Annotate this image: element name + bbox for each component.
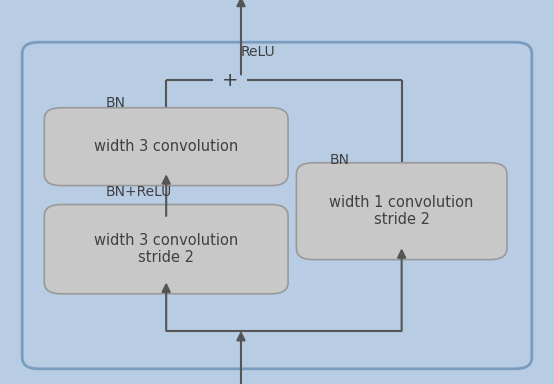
- Text: width 3 convolution: width 3 convolution: [94, 139, 238, 154]
- Text: BN: BN: [330, 153, 350, 167]
- Text: BN: BN: [105, 96, 125, 110]
- FancyBboxPatch shape: [22, 42, 532, 369]
- Text: +: +: [222, 71, 238, 90]
- Text: width 3 convolution
stride 2: width 3 convolution stride 2: [94, 233, 238, 265]
- Text: ReLU: ReLU: [241, 45, 276, 59]
- Text: width 1 convolution
stride 2: width 1 convolution stride 2: [330, 195, 474, 227]
- FancyBboxPatch shape: [44, 108, 288, 185]
- FancyBboxPatch shape: [296, 163, 507, 260]
- Text: BN+ReLU: BN+ReLU: [105, 185, 172, 199]
- FancyBboxPatch shape: [44, 205, 288, 294]
